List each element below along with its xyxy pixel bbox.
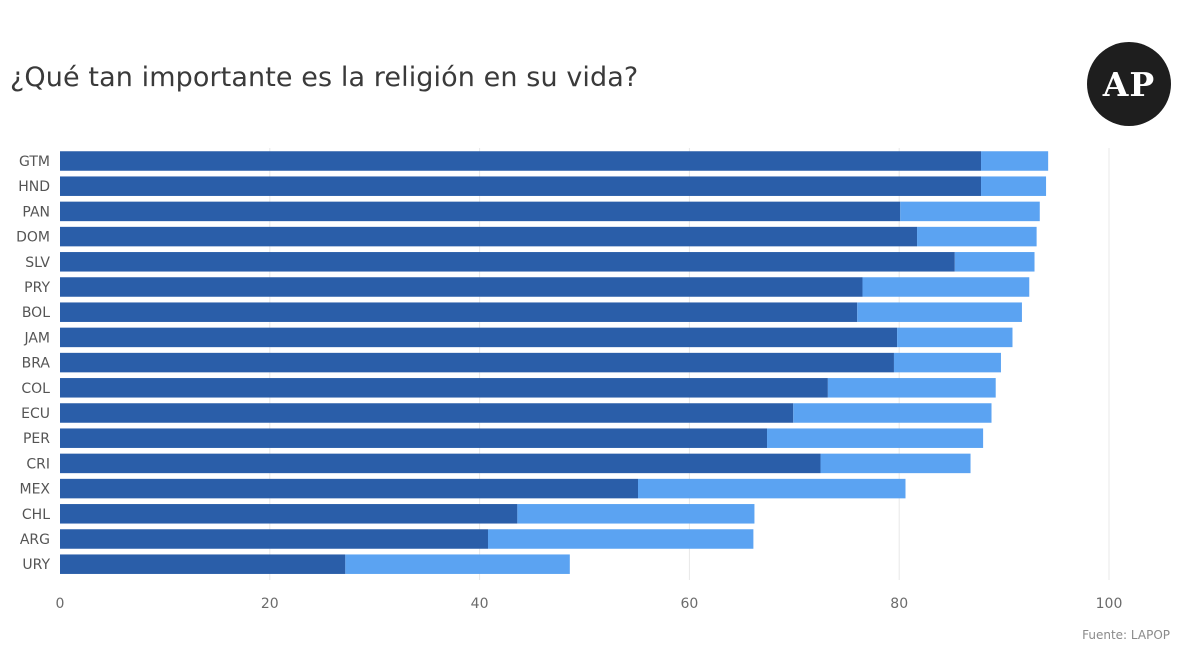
category-label: SLV [25,255,50,271]
category-label: DOM [16,230,50,246]
bar-segment-dark [60,226,918,247]
bar-segment-light [637,478,906,499]
chart-title: ¿Qué tan importante es la religión en su… [10,62,639,93]
category-label: ECU [21,406,50,422]
bar-segment-light [862,277,1030,297]
bar-segment-light [827,378,996,398]
bar-segment-dark [60,151,982,171]
bar-segment-dark [60,277,863,297]
bar-segment-light [857,302,1022,322]
category-label: HND [18,179,50,195]
bar-segment-light [517,504,755,524]
category-label: GTM [19,154,50,170]
bar-segment-dark [60,478,638,499]
bar-segment-light [900,201,1040,222]
bar-segment-dark [60,428,768,448]
bars [60,151,1049,574]
category-labels: GTM HND PAN DOM SLV PRY BOL JAM BRA COL ECU PER CRI M… [16,154,50,573]
category-label: CHL [22,507,50,523]
bar-segment-light [767,428,984,448]
bar-segment-dark [60,201,901,222]
bar-segment-dark [60,327,898,348]
category-label: JAM [23,330,50,346]
category-label: ARG [20,532,50,548]
bar-segment-light [981,176,1047,196]
bar-segment-light [981,151,1049,171]
category-label: MEX [19,482,50,498]
bar-segment-light [917,226,1037,247]
bar-segment-dark [60,176,982,196]
category-label: BRA [22,356,51,372]
x-tick-label: 40 [471,596,489,612]
x-tick-label: 60 [680,596,698,612]
bar-segment-light [487,529,754,549]
bar-segment-light [954,252,1035,272]
ap-logo: AP [1087,42,1171,126]
category-label: BOL [22,305,50,321]
bar-segment-dark [60,302,858,322]
category-label: COL [21,381,50,397]
bar-segment-dark [60,252,955,272]
bar-segment-light [820,453,971,474]
bar-segment-light [793,403,992,423]
bar-segment-dark [60,529,488,549]
x-tick-label: 80 [890,596,908,612]
category-label: PAN [22,204,50,220]
category-label: PER [23,431,50,447]
bar-segment-dark [60,453,821,474]
x-tick-label: 100 [1096,596,1123,612]
bar-segment-dark [60,352,894,373]
bar-segment-dark [60,403,794,423]
bar-segment-dark [60,504,518,524]
category-label: CRI [26,456,50,472]
bar-segment-dark [60,554,346,574]
x-axis-ticks: 0 20 40 60 80 100 [56,596,1123,612]
x-tick-label: 20 [261,596,279,612]
source-note: Fuente: LAPOP [1082,628,1170,642]
category-label: URY [22,557,50,573]
bar-segment-light [893,352,1001,373]
category-label: PRY [24,280,50,296]
x-tick-label: 0 [56,596,65,612]
ap-logo-text: AP [1102,64,1156,104]
bar-segment-light [345,554,570,574]
bar-segment-light [897,327,1013,348]
bar-segment-dark [60,378,828,398]
